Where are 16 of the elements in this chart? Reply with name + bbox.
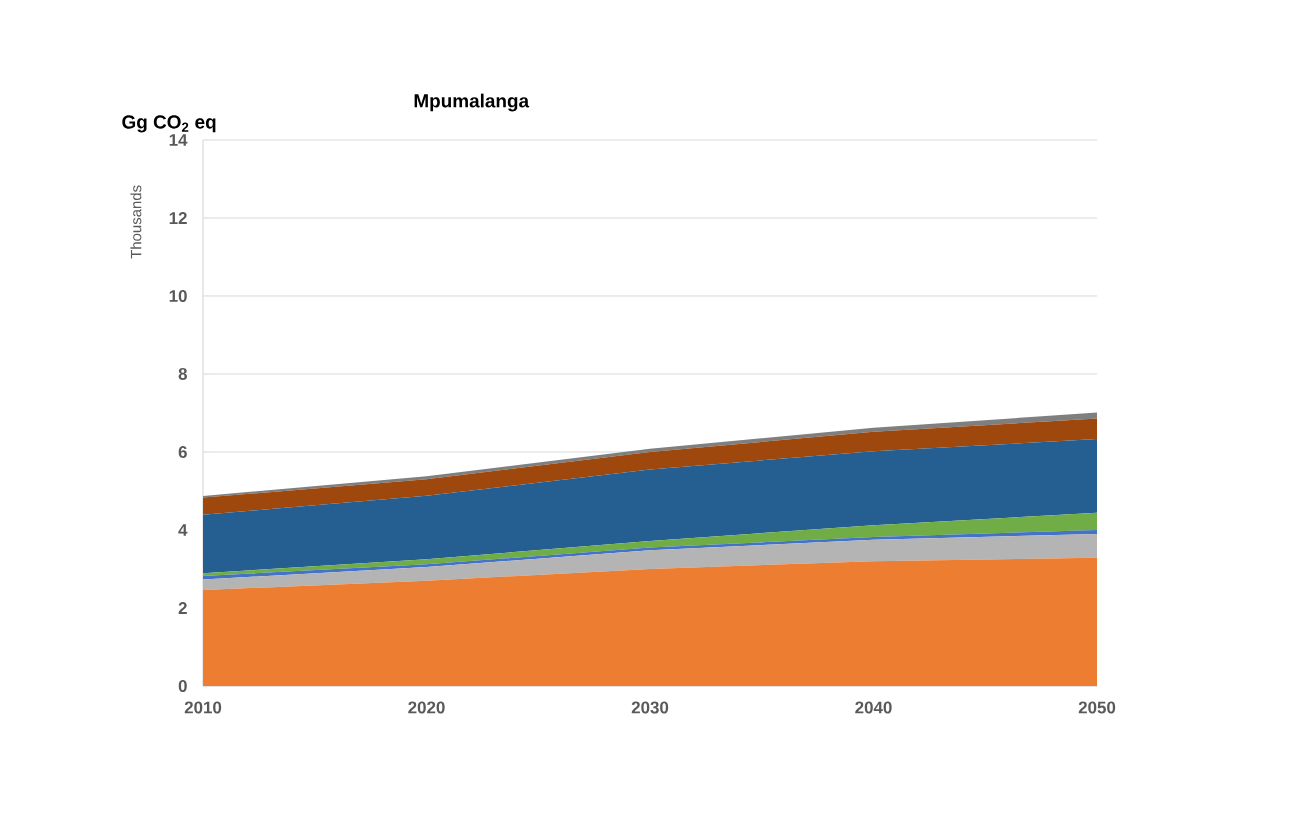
y-tick-label: 0 [178,679,187,692]
y-tick-label: 12 [169,212,187,224]
y-tick-label: 14 [169,134,188,146]
text: Gg CO$_{2}$ eq [122,115,216,133]
y-tick-label: 2 [178,602,187,614]
x-tick-label: 2050 [1078,701,1116,714]
y-tick-label: 4 [178,524,188,536]
x-tick-label: 2010 [184,701,222,714]
y-tick-label: 10 [169,289,187,302]
x-tick-label: 2020 [408,701,445,714]
y-tick-label: 6 [178,445,187,458]
y-axis-title: Thousands [130,185,142,259]
x-tick-label: 2030 [631,701,669,714]
x-tick-label: 2040 [855,701,892,714]
y-tick-label: 8 [178,367,187,380]
chart-title: Mpumalanga [414,93,530,112]
